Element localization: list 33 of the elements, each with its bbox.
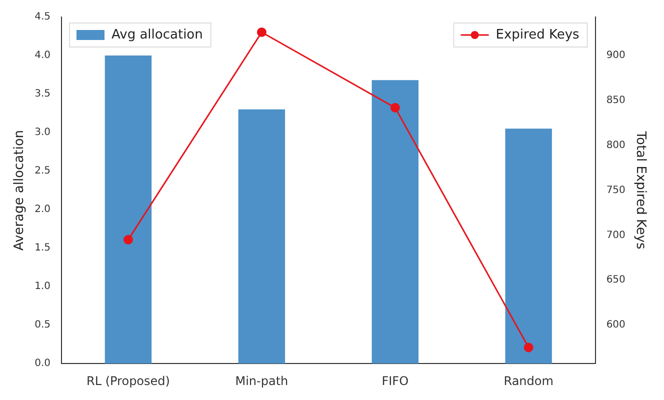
x-tick-label: RL (Proposed) [86,374,170,388]
y2-tick-label: 750 [606,184,626,196]
y-tick-label: 4.0 [34,50,51,62]
y-tick-label: 2.5 [34,166,51,177]
bar [372,80,418,364]
y2-tick-label: 800 [606,140,626,151]
y-tick-label: 2.0 [34,204,51,216]
legend-label: Expired Keys [496,27,580,42]
x-tick-label: Min-path [235,374,288,388]
y2-tick-label: 900 [606,50,626,62]
y-tick-label: 0.0 [34,358,51,370]
bar [104,56,152,364]
x-tick-label: FIFO [382,374,409,388]
y-tick-label: 1.0 [34,281,51,292]
legend-label: Avg allocation [112,27,203,42]
point [256,28,266,38]
y-tick-label: 3.0 [34,127,51,138]
y2-axis-title: Total Expired Keys [632,130,648,250]
y-tick-label: 1.5 [34,242,51,254]
y-tick-label: 0.5 [34,320,51,331]
y2-tick-label: 700 [606,230,626,241]
point [524,342,534,352]
y-tick-label: 4.5 [34,12,51,23]
point [390,102,400,112]
y2-tick-label: 600 [606,320,626,331]
y-axis-title: Average allocation [12,130,28,251]
point [123,234,133,244]
bar [505,128,552,364]
y2-tick-label: 650 [606,274,626,286]
x-tick-label: Random [504,374,554,388]
y2-tick-label: 850 [606,95,626,106]
y-tick-label: 3.5 [34,88,51,100]
bar [238,109,286,364]
